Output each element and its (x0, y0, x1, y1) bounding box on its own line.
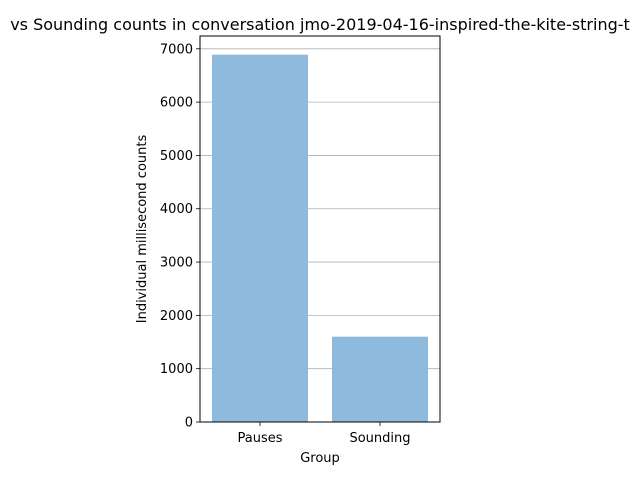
x-axis-label: Group (300, 451, 340, 466)
y-tick-label: 1000 (160, 362, 193, 377)
y-axis-label: Individual millisecond counts (135, 135, 150, 324)
chart-title: vs Sounding counts in conversation jmo-2… (10, 15, 630, 34)
x-tick-label: Pauses (237, 431, 282, 446)
x-tick-label: Sounding (349, 431, 410, 446)
y-tick-label: 2000 (160, 309, 193, 324)
y-tick-label: 3000 (160, 256, 193, 271)
y-tick-label: 4000 (160, 202, 193, 217)
y-axis: 0 1000 2000 3000 4000 5000 6000 7000 (160, 42, 200, 431)
bar (212, 54, 308, 423)
y-tick-label: 6000 (160, 96, 193, 111)
bars (212, 54, 428, 423)
y-tick-label: 7000 (160, 42, 193, 57)
x-axis: Pauses Sounding (237, 422, 411, 446)
bar (332, 336, 428, 422)
y-tick-label: 0 (185, 416, 193, 431)
y-tick-label: 5000 (160, 149, 193, 164)
plot-frame (199, 35, 441, 423)
